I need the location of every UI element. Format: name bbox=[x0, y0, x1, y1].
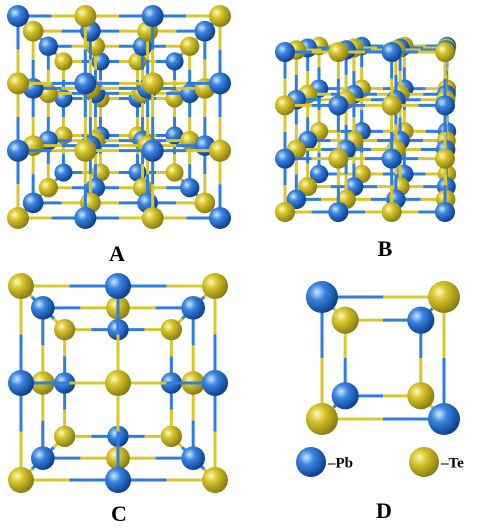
atom bbox=[381, 148, 402, 169]
atom bbox=[165, 163, 184, 182]
atom bbox=[275, 148, 295, 169]
atom bbox=[22, 20, 44, 42]
atom bbox=[160, 318, 183, 341]
atom bbox=[8, 273, 34, 299]
atom bbox=[74, 207, 97, 229]
atom bbox=[53, 425, 76, 448]
atom bbox=[435, 95, 455, 116]
atom bbox=[180, 36, 200, 56]
atom bbox=[54, 163, 73, 182]
atom bbox=[275, 95, 295, 116]
atom bbox=[38, 36, 58, 56]
atom bbox=[298, 177, 318, 197]
atom bbox=[141, 139, 164, 162]
atom bbox=[202, 467, 228, 493]
atom bbox=[30, 295, 55, 320]
atom bbox=[381, 42, 402, 62]
atom bbox=[74, 5, 97, 27]
panel-label: B bbox=[378, 236, 393, 261]
atom bbox=[328, 95, 349, 116]
legend-pb-sphere bbox=[296, 447, 326, 477]
atom bbox=[428, 281, 460, 313]
atom bbox=[275, 42, 295, 62]
atom bbox=[74, 72, 97, 95]
atom bbox=[209, 72, 231, 95]
atom bbox=[105, 370, 131, 396]
atom bbox=[328, 42, 349, 62]
atom bbox=[8, 370, 34, 396]
panel-label: D bbox=[376, 498, 392, 523]
atom bbox=[309, 164, 329, 184]
atom bbox=[181, 446, 206, 471]
atom bbox=[165, 52, 184, 71]
atom bbox=[407, 382, 435, 410]
atom bbox=[381, 202, 402, 222]
atom bbox=[105, 467, 131, 493]
atom bbox=[38, 178, 58, 198]
atom bbox=[286, 189, 307, 210]
atom bbox=[331, 306, 359, 334]
atom bbox=[141, 72, 164, 95]
atom bbox=[328, 202, 349, 222]
atom bbox=[381, 95, 402, 116]
atom bbox=[202, 370, 228, 396]
atom bbox=[407, 306, 435, 334]
atom bbox=[7, 207, 29, 229]
atom bbox=[194, 20, 216, 42]
atom bbox=[328, 148, 349, 169]
atom bbox=[74, 139, 97, 162]
atom bbox=[7, 72, 29, 95]
panel-label: A bbox=[109, 241, 125, 266]
lattices bbox=[7, 5, 460, 493]
atom bbox=[209, 139, 231, 162]
legend-label: –Pb bbox=[327, 455, 353, 471]
atom bbox=[22, 192, 44, 214]
atom bbox=[194, 192, 216, 214]
atom bbox=[435, 148, 455, 169]
atom bbox=[209, 5, 231, 27]
atom bbox=[202, 273, 228, 299]
atom bbox=[181, 295, 206, 320]
atom bbox=[435, 202, 455, 222]
atom bbox=[105, 273, 131, 299]
atom bbox=[141, 207, 164, 229]
atom bbox=[141, 5, 164, 27]
atom bbox=[30, 446, 55, 471]
legend-label: –Te bbox=[440, 455, 464, 471]
atom bbox=[54, 52, 73, 71]
atom bbox=[8, 467, 34, 493]
atom bbox=[160, 425, 183, 448]
atom bbox=[7, 5, 29, 27]
atom bbox=[180, 178, 200, 198]
atom bbox=[331, 382, 359, 410]
atom bbox=[435, 42, 455, 62]
atom bbox=[306, 403, 338, 435]
atom bbox=[275, 202, 295, 222]
panel-label: C bbox=[111, 501, 127, 526]
atom bbox=[53, 318, 76, 341]
atom bbox=[306, 281, 338, 313]
atom bbox=[428, 403, 460, 435]
atom bbox=[7, 139, 29, 162]
legend-te-sphere bbox=[409, 447, 439, 477]
atom bbox=[209, 207, 231, 229]
